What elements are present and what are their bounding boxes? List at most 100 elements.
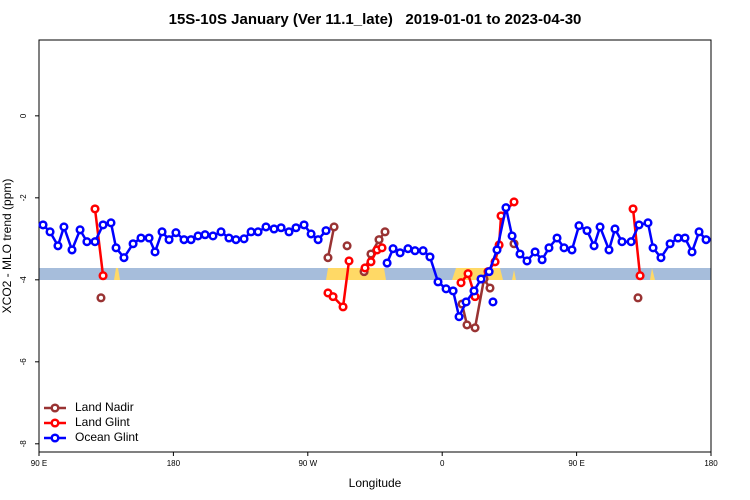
point: [476, 274, 486, 284]
point: [485, 283, 495, 293]
point: [216, 227, 226, 237]
point: [144, 233, 154, 243]
point: [313, 235, 323, 245]
point: [673, 233, 683, 243]
point: [522, 256, 532, 266]
plot-frame: [38, 39, 712, 453]
point: [67, 245, 77, 255]
point: [186, 235, 196, 245]
point: [338, 302, 348, 312]
legend-marker: [50, 418, 60, 428]
point: [626, 237, 636, 247]
point: [604, 245, 614, 255]
point: [461, 297, 471, 307]
y-tick-label: -6: [19, 358, 28, 366]
point: [90, 204, 100, 214]
land-patch: [512, 270, 516, 280]
point: [589, 241, 599, 251]
point: [276, 223, 286, 233]
point: [425, 252, 435, 262]
y-tick-label: -2: [19, 194, 28, 202]
point: [628, 204, 638, 214]
point: [382, 258, 392, 268]
land-patch: [326, 268, 386, 280]
x-tick-label: 90 W: [298, 459, 317, 468]
point: [537, 255, 547, 265]
point: [360, 263, 370, 273]
point: [559, 243, 569, 253]
point: [544, 243, 554, 253]
point: [193, 231, 203, 241]
point: [694, 227, 704, 237]
legend-label: Ocean Glint: [75, 430, 139, 444]
point: [634, 220, 644, 230]
land-patch: [650, 268, 655, 280]
point: [395, 248, 405, 258]
point: [59, 222, 69, 232]
point: [323, 253, 333, 263]
point: [179, 235, 189, 245]
point: [463, 269, 473, 279]
x-tick-label: 90 E: [31, 459, 47, 468]
point: [82, 237, 92, 247]
point: [433, 277, 443, 287]
point: [200, 230, 210, 240]
point: [157, 227, 167, 237]
point: [291, 223, 301, 233]
point: [90, 237, 100, 247]
point: [321, 226, 331, 236]
point: [329, 222, 339, 232]
point: [643, 218, 653, 228]
point: [633, 293, 643, 303]
point: [509, 197, 519, 207]
point: [418, 246, 428, 256]
point: [448, 286, 458, 296]
x-tick-label: 180: [167, 459, 181, 468]
point: [231, 235, 241, 245]
point: [410, 246, 420, 256]
point: [403, 244, 413, 254]
point: [687, 247, 697, 257]
point: [701, 235, 711, 245]
point: [261, 222, 271, 232]
point: [75, 225, 85, 235]
point: [98, 220, 108, 230]
point: [656, 253, 666, 263]
x-tick-label: 180: [704, 459, 718, 468]
legend-label: Land Glint: [75, 415, 130, 429]
point: [328, 292, 338, 302]
point: [552, 233, 562, 243]
point: [128, 239, 138, 249]
point: [150, 247, 160, 257]
point: [246, 227, 256, 237]
point: [96, 293, 106, 303]
point: [53, 241, 63, 251]
point: [269, 224, 279, 234]
point: [462, 320, 472, 330]
point: [299, 220, 309, 230]
point: [501, 203, 511, 213]
point: [253, 227, 263, 237]
point: [610, 224, 620, 234]
point: [507, 231, 517, 241]
series: [38, 203, 711, 322]
legend-label: Land Nadir: [75, 400, 134, 414]
point: [635, 271, 645, 281]
point: [492, 245, 502, 255]
surface-band: [39, 268, 711, 280]
x-tick-label: 90 E: [568, 459, 584, 468]
point: [344, 256, 354, 266]
point: [284, 227, 294, 237]
point: [388, 244, 398, 254]
point: [484, 267, 494, 277]
point: [119, 253, 129, 263]
legend-marker: [50, 433, 60, 443]
point: [469, 286, 479, 296]
point: [164, 235, 174, 245]
point: [239, 234, 249, 244]
point: [136, 233, 146, 243]
point: [106, 218, 116, 228]
point: [208, 231, 218, 241]
point: [441, 284, 451, 294]
